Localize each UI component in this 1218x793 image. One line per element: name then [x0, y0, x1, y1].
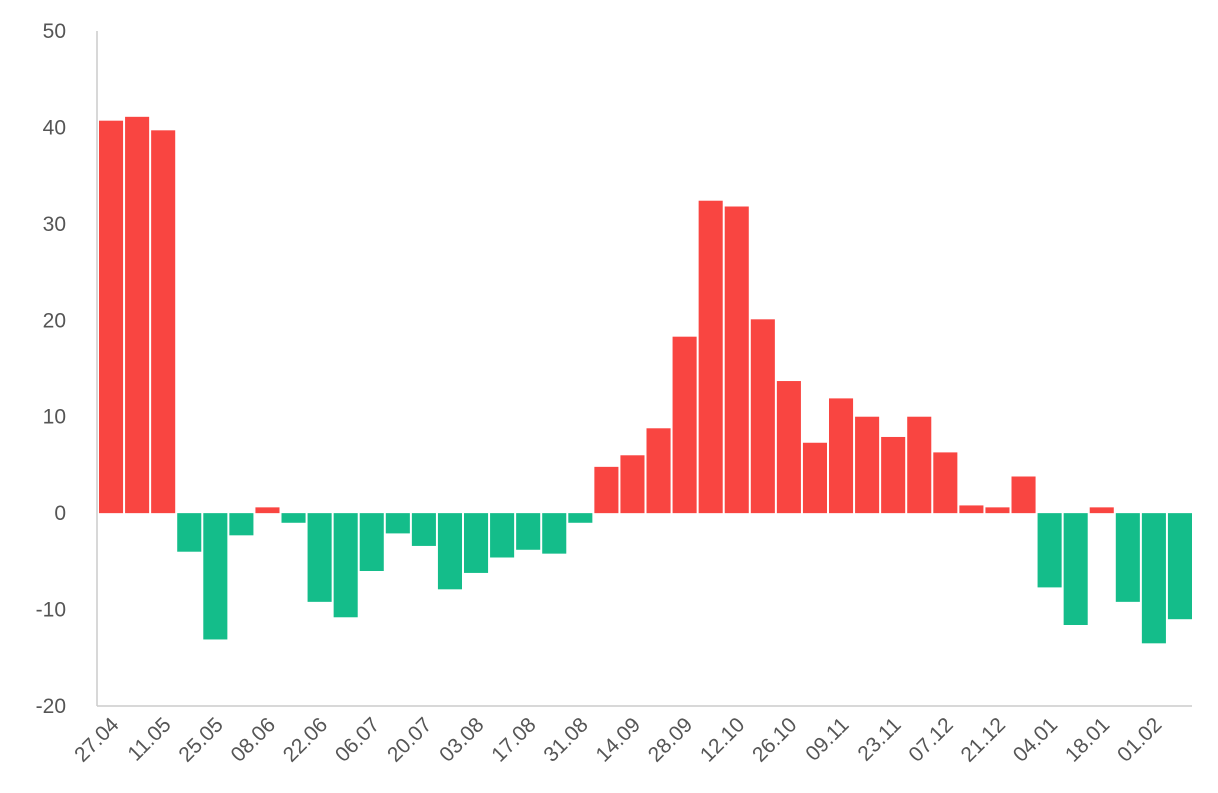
bar-06.07	[359, 513, 384, 571]
bar-26.10	[776, 381, 801, 514]
x-tick-label: 12.10	[696, 713, 749, 766]
bar-01.06	[229, 513, 254, 536]
y-axis: 50 40 30 20 10 0 -10 -20	[36, 20, 98, 718]
bar-11.05	[151, 130, 176, 514]
y-tick-label: 0	[54, 502, 66, 525]
bar-15.06	[281, 513, 306, 523]
x-tick-label: 03.08	[435, 713, 488, 766]
bar-09.11	[829, 398, 854, 514]
y-tick-label: 10	[43, 406, 66, 429]
bar-08.06	[255, 507, 280, 514]
bar-23.11	[881, 436, 906, 514]
x-tick-label: 09.11	[801, 713, 853, 765]
bar-11.01	[1063, 513, 1088, 625]
bar-27.04	[99, 120, 124, 514]
bar-10.08	[490, 513, 515, 558]
bar-04.05	[125, 116, 150, 514]
x-tick-label: 28.09	[644, 713, 697, 766]
bar-02.11	[802, 442, 827, 514]
x-tick-label: 27.04	[70, 713, 124, 767]
y-tick-label: -10	[36, 599, 66, 622]
y-tick-label: -20	[36, 695, 66, 718]
bar-14.12	[959, 505, 984, 514]
bar-19.10	[750, 319, 775, 514]
x-tick-label: 18.01	[1061, 713, 1114, 766]
bar-18.05	[177, 513, 202, 552]
bar-21.09	[646, 428, 671, 514]
x-tick-label: 31.08	[539, 713, 592, 766]
x-tick-label: 17.08	[487, 713, 540, 766]
x-tick-label: 01.02	[1113, 713, 1166, 766]
y-tick-label: 50	[43, 20, 66, 43]
bar-22.06	[307, 513, 332, 602]
bar-16.11	[855, 416, 880, 514]
x-tick-label: 04.01	[1009, 713, 1062, 766]
x-tick-label: 11.05	[123, 713, 175, 765]
x-tick-label: 20.07	[383, 713, 436, 766]
x-axis: 27.04 11.0525.0508.0622.0606.0720.0703.08…	[70, 705, 1192, 767]
bar-18.01	[1089, 507, 1114, 514]
x-tick-label: 08.06	[227, 713, 280, 766]
bar-07.09	[594, 466, 619, 514]
y-tick-label: 40	[43, 116, 66, 139]
x-tick-label: 26.10	[748, 713, 801, 766]
x-tick-label: 07.12	[904, 713, 957, 766]
x-tick-label: 06.07	[331, 713, 384, 766]
bar-08.02	[1167, 513, 1192, 620]
bar-04.01	[1037, 513, 1062, 588]
bar-13.07	[385, 513, 410, 534]
bar-14.09	[620, 455, 645, 514]
x-tick-label: 23.11	[853, 713, 905, 765]
bar-30.11	[907, 416, 932, 514]
bar-31.08	[568, 513, 593, 523]
bar-21.12	[985, 507, 1010, 514]
bar-28.12	[1011, 476, 1036, 514]
x-tick-label: 14.09	[592, 713, 645, 766]
bar-27.07	[437, 513, 462, 590]
bar-17.08	[516, 513, 541, 550]
x-tick-label: 21.12	[957, 713, 1010, 766]
x-tick-label: 25.05	[174, 713, 227, 766]
bar-01.02	[1141, 513, 1166, 644]
bar-24.08	[542, 513, 567, 554]
bar-05.10	[698, 200, 723, 514]
bar-03.08	[464, 513, 489, 573]
y-tick-label: 30	[43, 213, 66, 236]
y-tick-label: 20	[43, 309, 66, 332]
x-tick-label: 22.06	[279, 713, 332, 766]
bar-07.12	[933, 452, 958, 514]
bar-25.05	[203, 513, 228, 640]
bar-28.09	[672, 336, 697, 514]
bar-12.10	[724, 206, 749, 514]
bar-20.07	[411, 513, 436, 546]
bar-25.01	[1115, 513, 1140, 602]
bar-29.06	[333, 513, 358, 618]
bars	[99, 116, 1192, 644]
